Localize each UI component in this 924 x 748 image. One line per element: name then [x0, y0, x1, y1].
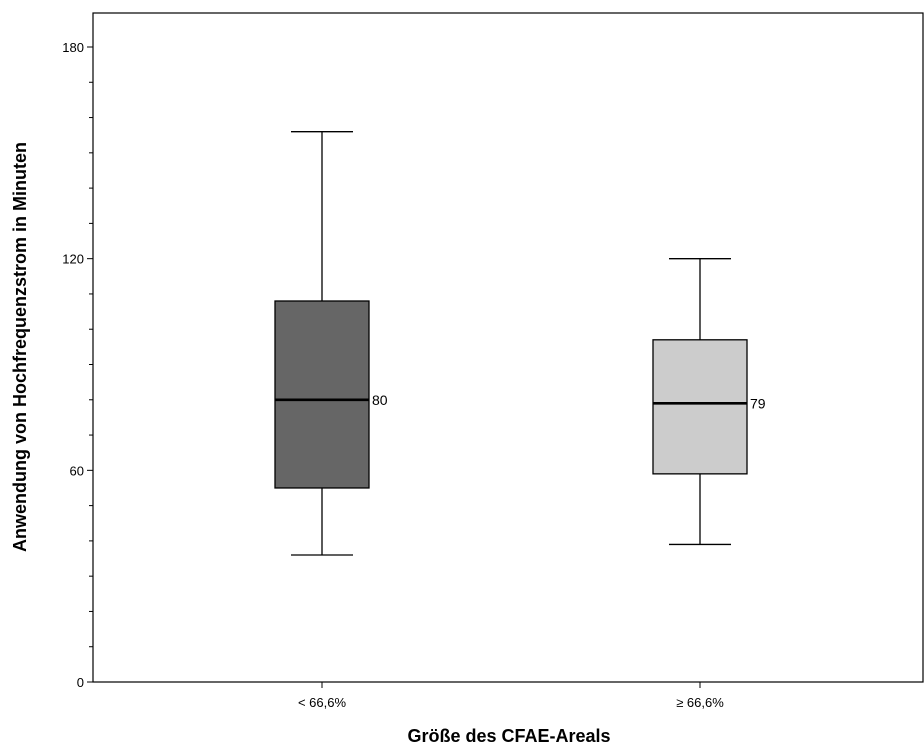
- x-axis: < 66,6% ≥ 66,6%: [298, 682, 724, 710]
- y-axis: 0 60 120 180: [62, 40, 93, 690]
- box-group: 80: [274, 131, 388, 556]
- y-tick-label: 60: [70, 463, 84, 478]
- plot-frame: [92, 12, 924, 683]
- median-label: 79: [750, 395, 766, 411]
- boxes: 80 79: [274, 131, 766, 556]
- y-tick-label: 180: [62, 40, 84, 55]
- x-tick-label: < 66,6%: [298, 695, 347, 710]
- y-tick-label: 0: [77, 675, 84, 690]
- median-label: 80: [372, 392, 388, 408]
- iqr-box: [652, 339, 748, 475]
- box-group: 79: [652, 258, 766, 546]
- iqr-box: [274, 300, 370, 489]
- y-tick-label: 120: [62, 252, 84, 267]
- x-axis-title: Größe des CFAE-Areals: [407, 726, 610, 746]
- plot-border: [92, 12, 924, 683]
- x-tick-label: ≥ 66,6%: [676, 695, 724, 710]
- y-axis-title: Anwendung von Hochfrequenzstrom in Minut…: [10, 142, 30, 552]
